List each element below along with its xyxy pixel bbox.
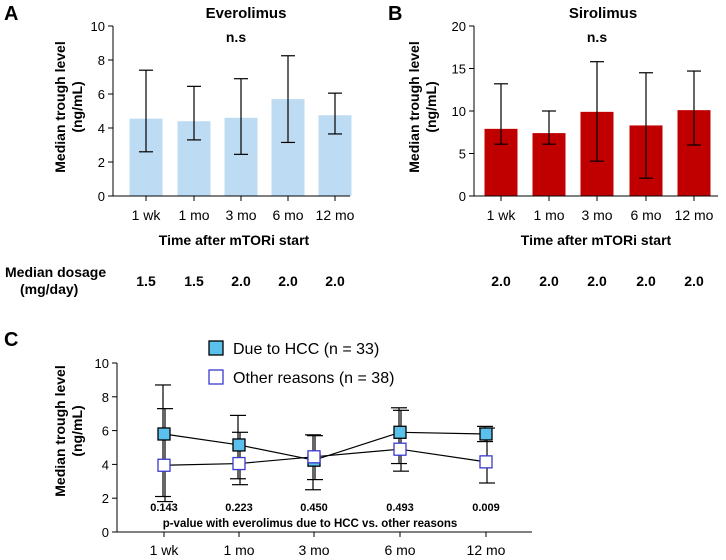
- dosage-value: 2.0: [539, 273, 559, 289]
- panel-a-letter: A: [4, 3, 18, 25]
- legend-marker-hcc: [208, 340, 224, 356]
- series-0-point: [393, 425, 407, 439]
- panel-b-y-axis: 0 5 10 15 20: [452, 19, 474, 204]
- y-tick-label: 4: [98, 121, 105, 136]
- series-0-point: [232, 438, 246, 452]
- series-1-point: [232, 456, 246, 471]
- y-tick-label: 5: [459, 147, 466, 162]
- series-0-point: [479, 427, 493, 441]
- y-tick-label: 8: [98, 53, 105, 68]
- panel-a-x-ticks: 1 wk 1 mo 3 mo 6 mo 12 mo: [132, 196, 355, 223]
- pvalue-label: 0.143: [150, 502, 178, 514]
- panel-c-pvalue-note: p-value with everolimus due to HCC vs. o…: [163, 518, 458, 530]
- panel-b-error-bars: [494, 61, 701, 179]
- y-tick-label: 6: [102, 424, 109, 439]
- panel-c-ylabel-2: (ng/mL): [69, 405, 85, 456]
- panel-b-x-ticks: 1 wk 1 mo 3 mo 6 mo 12 mo: [487, 196, 714, 223]
- x-tick-label: 1 mo: [533, 207, 564, 223]
- panel-b-title: Sirolimus: [569, 5, 637, 22]
- panel-c-plot: [155, 384, 495, 503]
- y-tick-label: 10: [95, 356, 109, 371]
- pvalue-label: 0.450: [300, 502, 328, 514]
- panel-b-letter: B: [388, 3, 402, 25]
- x-tick-label: 6 mo: [630, 207, 661, 223]
- series-0-point: [157, 427, 171, 441]
- panel-b-xlabel: Time after mTORi start: [521, 232, 672, 248]
- panel-a-error-bars: [139, 55, 342, 155]
- y-tick-label: 10: [452, 104, 466, 119]
- panel-b-ylabel-1: Median trough level: [406, 41, 422, 172]
- y-tick-label: 15: [452, 62, 466, 77]
- y-tick-label: 8: [102, 390, 109, 405]
- panel-b-annotation: n.s: [587, 29, 607, 45]
- panel-c-pvalues: 0.143 0.223 0.450 0.493 0.009: [150, 502, 500, 514]
- y-tick-label: 4: [102, 457, 109, 472]
- dosage-value: 2.0: [636, 273, 656, 289]
- panel-c: C Median trough level (ng/mL) 0 2 4 6 8 10 0.…: [4, 329, 532, 558]
- series-1-point: [307, 450, 321, 464]
- panel-b: B Sirolimus n.s Median trough level (ng/…: [388, 3, 718, 248]
- x-tick-label: 1 wk: [150, 542, 180, 558]
- dosage-label-2: (mg/day): [20, 281, 78, 297]
- y-tick-label: 6: [98, 87, 105, 102]
- panel-b-ylabel-2: (ng/mL): [423, 81, 439, 132]
- series-1-point: [393, 442, 407, 456]
- x-tick-label: 12 mo: [675, 207, 714, 223]
- y-tick-label: 2: [98, 155, 105, 170]
- x-tick-label: 1 mo: [223, 542, 254, 558]
- dosage-label-1: Median dosage: [5, 264, 106, 280]
- panel-a-y-axis: 0 2 4 6 8 10: [91, 19, 113, 204]
- x-tick-label: 1 wk: [132, 207, 162, 223]
- y-tick-label: 10: [91, 19, 105, 34]
- dosage-value: 2.0: [231, 273, 251, 289]
- panel-c-letter: C: [4, 329, 18, 351]
- legend-label-other: Other reasons (n = 38): [233, 370, 394, 387]
- legend-marker-other: [208, 369, 224, 385]
- x-tick-label: 3 mo: [225, 207, 256, 223]
- dosage-value: 1.5: [136, 273, 156, 289]
- dosage-value: 2.0: [491, 273, 511, 289]
- series-1-point: [479, 455, 493, 469]
- x-tick-label: 1 wk: [487, 207, 517, 223]
- panel-b-dosage: 2.0 2.0 2.0 2.0 2.0: [491, 273, 704, 289]
- x-tick-label: 6 mo: [272, 207, 303, 223]
- dosage-value: 2.0: [325, 273, 345, 289]
- panel-a-ylabel-1: Median trough level: [52, 41, 68, 172]
- dosage-row: Median dosage (mg/day) 1.5 1.5 2.0 2.0 2.0 2…: [5, 264, 704, 297]
- x-tick-label: 3 mo: [298, 542, 329, 558]
- x-tick-label: 3 mo: [581, 207, 612, 223]
- x-tick-label: 1 mo: [178, 207, 209, 223]
- panel-a-dosage: 1.5 1.5 2.0 2.0 2.0: [136, 273, 345, 289]
- legend-label-hcc: Due to HCC (n = 33): [233, 341, 379, 358]
- panel-a-xlabel: Time after mTORi start: [159, 232, 310, 248]
- x-tick-label: 12 mo: [316, 207, 355, 223]
- panel-a-title: Everolimus: [206, 5, 287, 22]
- pvalue-label: 0.223: [225, 502, 253, 514]
- dosage-value: 2.0: [587, 273, 607, 289]
- y-tick-label: 0: [459, 189, 466, 204]
- panel-c-legend: Due to HCC (n = 33) Other reasons (n = 3…: [208, 340, 394, 387]
- dosage-value: 2.0: [684, 273, 704, 289]
- y-tick-label: 0: [102, 525, 109, 540]
- y-tick-label: 0: [98, 189, 105, 204]
- x-tick-label: 6 mo: [384, 542, 415, 558]
- pvalue-label: 0.009: [472, 502, 500, 514]
- panel-c-y-axis: 0 2 4 6 8 10: [95, 356, 117, 540]
- dosage-value: 1.5: [184, 273, 204, 289]
- x-tick-label: 12 mo: [467, 542, 506, 558]
- dosage-value: 2.0: [278, 273, 298, 289]
- panel-a: A Everolimus n.s Median trough level (ng…: [4, 3, 355, 248]
- y-tick-label: 20: [452, 19, 466, 34]
- pvalue-label: 0.493: [386, 502, 414, 514]
- series-1-point: [157, 458, 171, 472]
- panel-c-ylabel-1: Median trough level: [52, 365, 68, 496]
- panel-a-ylabel-2: (ng/mL): [69, 81, 85, 132]
- y-tick-label: 2: [102, 491, 109, 506]
- panel-a-annotation: n.s: [226, 29, 246, 45]
- panel-c-x-ticks: 1 wk 1 mo 3 mo 6 mo 12 mo: [150, 532, 506, 558]
